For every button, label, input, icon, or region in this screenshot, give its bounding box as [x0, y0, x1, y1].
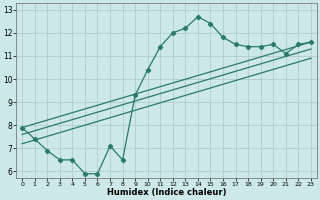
X-axis label: Humidex (Indice chaleur): Humidex (Indice chaleur) — [107, 188, 226, 197]
